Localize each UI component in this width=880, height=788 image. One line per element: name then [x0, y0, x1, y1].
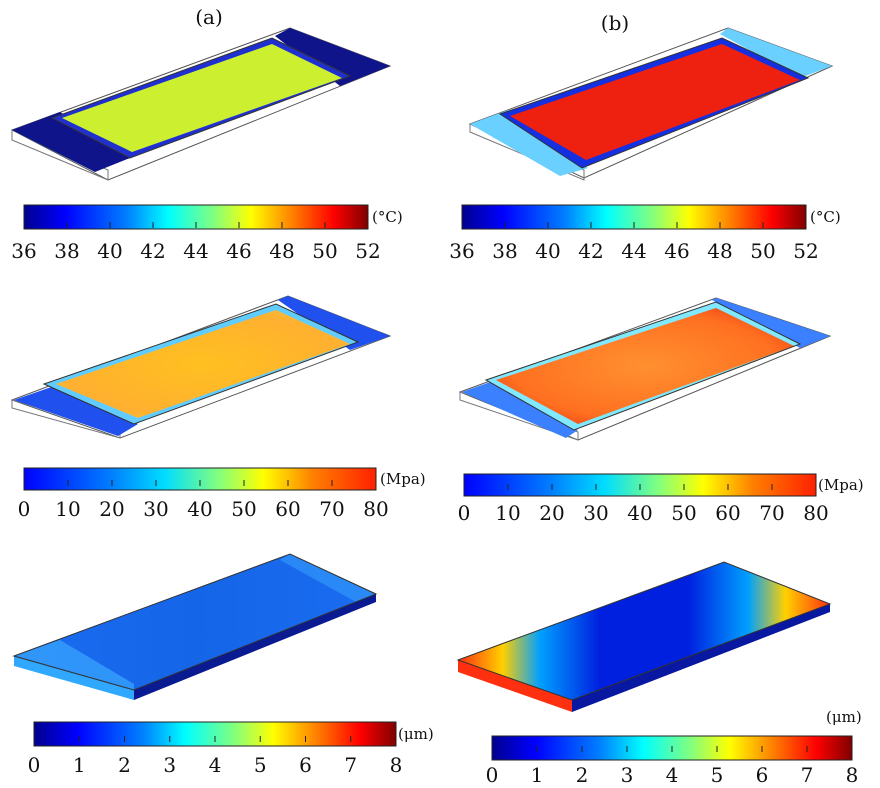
colorbar-tick-label: 10: [495, 501, 520, 525]
colorbar-tick-label: 4: [209, 753, 222, 777]
colorbar-unit-stress-b: (Mpa): [818, 476, 864, 494]
colorbar-tick-label: 7: [801, 763, 814, 787]
colorbar-tick-label: 38: [54, 239, 79, 263]
colorbar-tick-label: 40: [535, 239, 560, 263]
colorbar-tick-label: 4: [666, 763, 679, 787]
colorbar-tick-label: 50: [750, 239, 775, 263]
plate-stress-a: [10, 295, 392, 439]
plate-temperature-b: [468, 27, 834, 181]
colorbar-unit-stress-a: (Mpa): [380, 470, 426, 488]
colorbar-tick-label: 0: [28, 753, 41, 777]
colorbar-tick-label: 0: [18, 497, 31, 521]
colorbar-tick-label: 8: [390, 753, 403, 777]
colorbar-tick-label: 50: [231, 497, 256, 521]
colorbar-tick-label: 42: [578, 239, 603, 263]
colorbar-tick-label: 42: [140, 239, 165, 263]
colorbar-tick-label: 10: [55, 497, 80, 521]
colorbar-tick-label: 36: [449, 239, 474, 263]
plate-displacement-a: [12, 553, 378, 700]
colorbar-unit-temperature-b: (°C): [810, 208, 841, 226]
colorbar-tick-label: 40: [187, 497, 212, 521]
colorbar-tick-label: 6: [756, 763, 769, 787]
colorbar-tick-label: 48: [707, 239, 732, 263]
colorbar-tick-label: 50: [671, 501, 696, 525]
colorbar-tick-label: 5: [254, 753, 267, 777]
colorbar-tick-label: 40: [627, 501, 652, 525]
colorbar-tick-label: 60: [715, 501, 740, 525]
colorbar-tick-label: 1: [73, 753, 86, 777]
colorbar-tick-label: 5: [711, 763, 724, 787]
colorbar-tick-label: 80: [363, 497, 388, 521]
colorbar-tick-label: 20: [539, 501, 564, 525]
colorbar-tick-label: 3: [163, 753, 176, 777]
colorbar-stress-b: (Mpa) 0 10 20 30 40 50 60 70 80: [458, 473, 864, 525]
colorbar-temperature-b: (°C) 36 38 40 42 44 46 48 50 52: [449, 204, 841, 263]
colorbar-tick-label: 44: [621, 239, 646, 263]
plate-temperature-a: [10, 27, 392, 181]
colorbar-tick-label: 80: [803, 501, 828, 525]
panel-label-a: (a): [195, 5, 223, 29]
colorbar-unit-displacement-b: (μm): [826, 708, 862, 726]
colorbar-tick-label: 1: [531, 763, 544, 787]
colorbar-tick-label: 70: [759, 501, 784, 525]
colorbar-tick-label: 20: [99, 497, 124, 521]
plate-displacement-b: [456, 561, 832, 712]
colorbar-tick-label: 2: [118, 753, 131, 777]
colorbar-unit-temperature-a: (°C): [372, 208, 403, 226]
colorbar-tick-label: 40: [97, 239, 122, 263]
colorbar-tick-label: 6: [299, 753, 312, 777]
plate-stress-b: [458, 297, 832, 441]
colorbar-tick-label: 44: [183, 239, 208, 263]
colorbar-tick-label: 8: [846, 763, 859, 787]
colorbar-tick-label: 70: [319, 497, 344, 521]
colorbar-tick-label: 52: [355, 239, 380, 263]
colorbar-tick-label: 0: [458, 501, 471, 525]
colorbar-displacement-a: (μm) 0 1 2 3 4 5 6 7 8: [28, 721, 434, 777]
colorbar-stress-a: (Mpa) 0 10 20 30 40 50 60 70 80: [18, 467, 426, 521]
colorbar-tick-label: 7: [344, 753, 357, 777]
colorbar-tick-label: 60: [275, 497, 300, 521]
colorbar-tick-label: 46: [226, 239, 251, 263]
colorbar-tick-label: 3: [621, 763, 634, 787]
colorbar-temperature-a: (°C) 36 38 40 42 44 46 48 50 52: [11, 204, 403, 263]
colorbar-tick-label: 46: [664, 239, 689, 263]
colorbar-tick-label: 0: [486, 763, 499, 787]
colorbar-tick-label: 30: [583, 501, 608, 525]
colorbar-tick-label: 52: [793, 239, 818, 263]
colorbar-displacement-b: (μm) 0 1 2 3 4 5 6 7 8: [486, 708, 862, 787]
colorbar-tick-label: 2: [576, 763, 589, 787]
colorbar-unit-displacement-a: (μm): [398, 725, 434, 743]
colorbar-tick-label: 50: [312, 239, 337, 263]
panel-label-b: (b): [601, 11, 629, 35]
colorbar-tick-label: 30: [143, 497, 168, 521]
colorbar-tick-label: 36: [11, 239, 36, 263]
colorbar-tick-label: 48: [269, 239, 294, 263]
colorbar-tick-label: 38: [492, 239, 517, 263]
